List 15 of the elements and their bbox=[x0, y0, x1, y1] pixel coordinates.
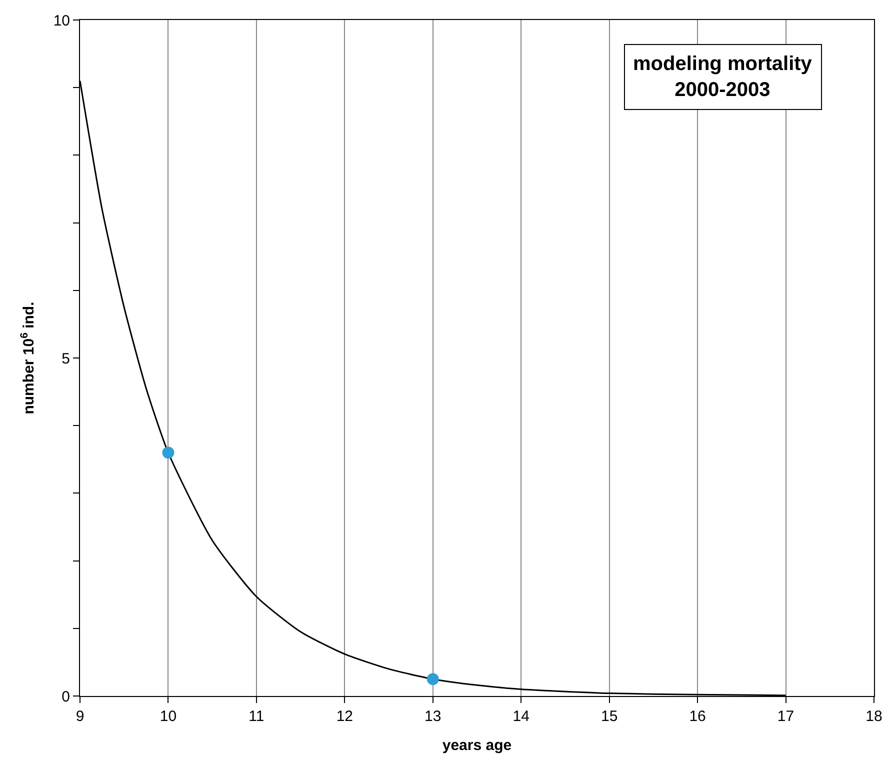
y-tick-label: 0 bbox=[62, 688, 70, 706]
x-tick-label: 10 bbox=[160, 708, 177, 725]
x-tick-label: 13 bbox=[424, 708, 442, 725]
x-tick-label: 18 bbox=[866, 708, 882, 725]
x-tick-label: 16 bbox=[689, 708, 706, 725]
x-tick-label: 12 bbox=[336, 708, 354, 725]
x-axis-title: years age bbox=[442, 737, 512, 754]
x-tick-label: 14 bbox=[512, 708, 530, 725]
x-tick-label: 9 bbox=[76, 708, 84, 725]
x-tick-label: 15 bbox=[600, 708, 618, 725]
x-tick-label: 17 bbox=[777, 708, 794, 725]
annotation: modeling mortality 2000-2003 bbox=[633, 53, 813, 101]
y-tick-label: 10 bbox=[53, 12, 70, 30]
y-tick-label: 5 bbox=[62, 350, 70, 368]
x-tick-label: 11 bbox=[248, 708, 264, 725]
